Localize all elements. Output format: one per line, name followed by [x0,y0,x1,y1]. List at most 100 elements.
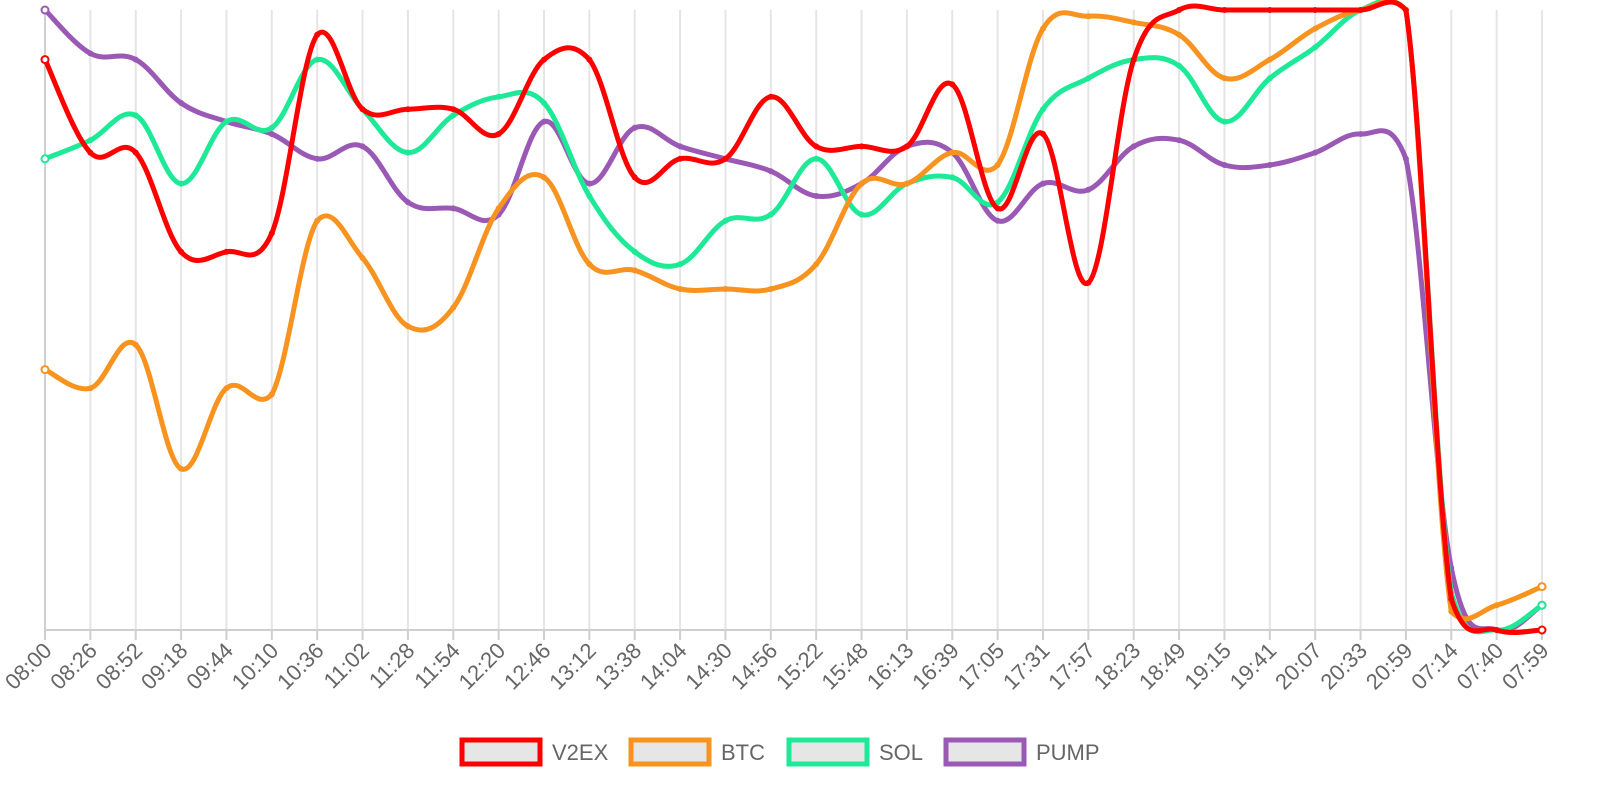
data-point[interactable] [994,205,1001,212]
data-point[interactable] [541,100,547,106]
data-point[interactable] [223,248,230,255]
data-point[interactable] [404,199,411,206]
data-point[interactable] [813,193,820,199]
data-point[interactable] [813,143,820,150]
series-line-v2ex[interactable] [42,0,1545,635]
data-point[interactable] [903,143,910,150]
data-point[interactable] [132,341,139,348]
data-point[interactable] [404,106,411,113]
data-point[interactable] [586,56,593,63]
data-point[interactable] [1266,56,1273,63]
data-point[interactable] [1040,131,1046,137]
data-point[interactable] [1085,186,1092,193]
data-point[interactable] [495,205,502,212]
data-point[interactable] [314,217,321,224]
data-point[interactable] [178,465,185,472]
data-point[interactable] [1176,137,1183,144]
data-point[interactable] [359,106,366,113]
data-point[interactable] [40,5,50,15]
series-line-sol[interactable] [42,0,1545,635]
data-point[interactable] [949,174,956,181]
data-point[interactable] [949,149,956,156]
data-point[interactable] [404,149,411,156]
data-point[interactable] [631,124,638,131]
data-point[interactable] [541,118,547,125]
data-point[interactable] [132,112,139,119]
data-point[interactable] [1266,75,1273,82]
data-point[interactable] [858,143,865,150]
data-point[interactable] [1040,106,1046,113]
data-point[interactable] [1537,600,1547,610]
data-point[interactable] [767,286,774,292]
data-point[interactable] [87,50,94,57]
data-point[interactable] [541,174,547,181]
data-point[interactable] [1402,155,1409,162]
data-point[interactable] [1537,582,1547,592]
data-point[interactable] [1040,25,1046,32]
data-point[interactable] [1312,44,1319,51]
data-point[interactable] [1266,7,1273,13]
data-point[interactable] [268,124,275,131]
data-point[interactable] [495,93,502,100]
data-point[interactable] [1176,62,1183,69]
data-point[interactable] [586,261,593,268]
data-point[interactable] [994,217,1001,224]
data-point[interactable] [1493,627,1500,633]
data-point[interactable] [495,131,502,137]
data-point[interactable] [631,267,638,274]
legend-item-sol[interactable]: SOL [786,737,923,767]
data-point[interactable] [949,81,956,88]
data-point[interactable] [40,55,50,65]
data-point[interactable] [1537,625,1547,635]
data-point[interactable] [677,143,684,150]
data-point[interactable] [1176,31,1183,38]
data-point[interactable] [1357,7,1364,13]
series-line-pump[interactable] [42,7,1545,634]
data-point[interactable] [450,106,457,113]
data-point[interactable] [1266,162,1273,168]
legend-item-pump[interactable]: PUMP [943,737,1100,767]
legend-item-v2ex[interactable]: V2EX [459,737,609,767]
data-point[interactable] [40,154,50,164]
data-point[interactable] [314,155,321,162]
data-point[interactable] [1176,7,1183,13]
data-point[interactable] [1357,131,1364,137]
data-point[interactable] [677,261,684,268]
data-point[interactable] [1085,13,1092,20]
data-point[interactable] [1221,75,1228,82]
data-point[interactable] [359,143,366,150]
data-point[interactable] [722,217,729,224]
data-point[interactable] [223,118,230,125]
data-point[interactable] [722,155,729,162]
data-point[interactable] [1493,602,1500,609]
data-point[interactable] [178,180,185,187]
legend-item-btc[interactable]: BTC [628,737,765,767]
data-point[interactable] [223,385,230,392]
data-point[interactable] [450,205,457,212]
data-point[interactable] [314,56,321,63]
data-point[interactable] [87,385,94,392]
data-point[interactable] [858,180,865,187]
data-point[interactable] [1312,7,1319,13]
data-point[interactable] [132,56,139,63]
data-point[interactable] [813,155,820,162]
series-line-btc[interactable] [42,0,1545,622]
data-point[interactable] [1040,180,1046,187]
data-point[interactable] [1130,19,1137,26]
data-point[interactable] [767,168,774,175]
data-point[interactable] [404,323,411,330]
data-point[interactable] [314,31,321,38]
data-point[interactable] [767,93,774,100]
data-point[interactable] [1221,162,1228,168]
data-point[interactable] [586,193,593,199]
data-point[interactable] [722,286,729,292]
data-point[interactable] [1312,25,1319,32]
data-point[interactable] [87,149,94,156]
data-point[interactable] [1085,75,1092,82]
data-point[interactable] [268,230,275,237]
data-point[interactable] [1312,149,1319,156]
data-point[interactable] [132,149,139,156]
data-point[interactable] [450,112,457,119]
data-point[interactable] [1402,7,1409,13]
data-point[interactable] [767,211,774,218]
